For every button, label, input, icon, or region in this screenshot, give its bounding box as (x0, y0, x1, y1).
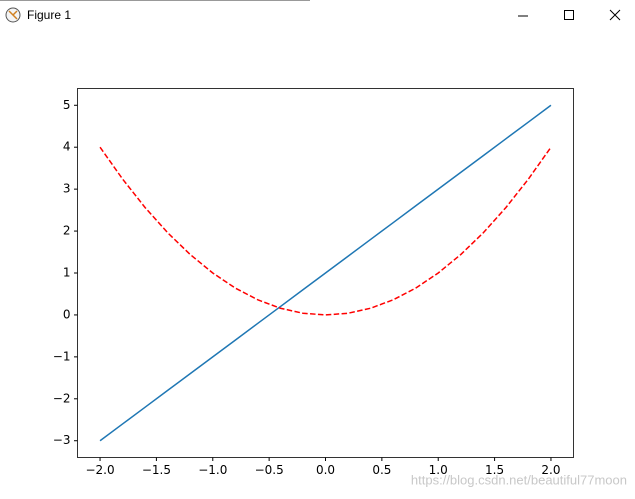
plot: −3 −2 −1 0 1 2 3 4 5 −2.0 −1.5 −1.0 −0.5 0.0 0.5 1.0 1.5… (53, 88, 574, 477)
maximize-button[interactable] (564, 10, 574, 20)
x-tick-label: 2.0 (541, 463, 560, 477)
x-tick-label: −1.0 (198, 463, 227, 477)
x-tick-label: 0.5 (372, 463, 391, 477)
series-line (99, 104, 552, 442)
x-tick-label: 1.5 (485, 463, 504, 477)
series-line (99, 146, 552, 316)
y-tick-label: 5 (63, 98, 71, 112)
y-tick-label: −2 (53, 391, 71, 405)
app-icon (5, 7, 21, 23)
x-tick-label: −0.5 (255, 463, 284, 477)
x-tick-label: −1.5 (142, 463, 171, 477)
y-tick-label: 0 (63, 307, 71, 321)
y-tick-label: −3 (53, 433, 71, 447)
y-tick-label: 4 (63, 140, 71, 154)
x-tick-label: −2.0 (85, 463, 114, 477)
y-tick-label: 3 (63, 182, 71, 196)
y-tick-label: −1 (53, 349, 71, 363)
x-tick-label: 0.0 (316, 463, 335, 477)
y-tick-label: 1 (63, 266, 71, 280)
y-tick-label: 2 (63, 224, 71, 238)
title-bar (0, 0, 635, 32)
axes-frame (77, 88, 574, 458)
close-button[interactable] (609, 9, 621, 21)
watermark: https://blog.csdn.net/beautiful77moon (411, 472, 627, 487)
window-title: Figure 1 (27, 8, 71, 22)
x-tick-label: 1.0 (429, 463, 448, 477)
